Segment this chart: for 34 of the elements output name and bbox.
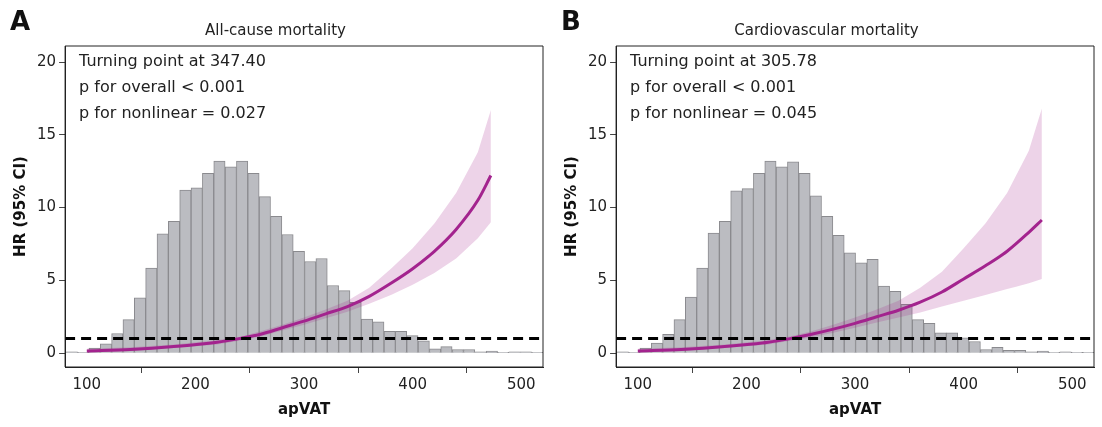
y-tick-label: 10 bbox=[587, 197, 608, 216]
y-axis-title: HR (95% CI) bbox=[10, 156, 29, 257]
y-tick-label: 20 bbox=[36, 51, 57, 70]
text: B bbox=[561, 6, 581, 36]
x-axis-title: apVAT bbox=[828, 399, 882, 418]
x-tick-label: 200 bbox=[181, 374, 210, 393]
x-axis-title: apVAT bbox=[277, 399, 331, 418]
y-tick-label: 0 bbox=[597, 343, 608, 362]
x-tick-label: 500 bbox=[506, 374, 536, 393]
x-tick-label: 500 bbox=[1057, 374, 1087, 393]
x-tick-label: 300 bbox=[289, 374, 319, 393]
annotation: p for overall < 0.001 bbox=[630, 77, 797, 97]
y-tick-label: 10 bbox=[36, 197, 57, 216]
x-tick-label: 400 bbox=[398, 374, 427, 393]
y-tick-label: 15 bbox=[587, 124, 608, 143]
annotation: Turning point at 305.78 bbox=[629, 51, 817, 71]
y-tick-label: 15 bbox=[36, 124, 57, 143]
y-tick-label: 5 bbox=[597, 270, 608, 289]
y-tick-label: 5 bbox=[46, 270, 57, 289]
x-tick-label: 200 bbox=[732, 374, 761, 393]
x-tick-label: 100 bbox=[623, 374, 653, 393]
y-tick-label: 0 bbox=[46, 343, 57, 362]
chart-title: All-cause mortality bbox=[205, 20, 347, 39]
text: A bbox=[10, 6, 31, 36]
annotation: p for nonlinear = 0.045 bbox=[630, 103, 818, 123]
y-tick-label: 20 bbox=[587, 51, 608, 70]
x-tick-label: 400 bbox=[949, 374, 978, 393]
x-tick-label: 300 bbox=[840, 374, 870, 393]
chart-title: Cardiovascular mortality bbox=[734, 20, 919, 39]
annotation: Turning point at 347.40 bbox=[78, 51, 266, 71]
annotation: p for overall < 0.001 bbox=[79, 77, 246, 97]
y-axis-title: HR (95% CI) bbox=[561, 156, 580, 257]
x-tick-label: 100 bbox=[72, 374, 102, 393]
annotation: p for nonlinear = 0.027 bbox=[79, 103, 267, 123]
